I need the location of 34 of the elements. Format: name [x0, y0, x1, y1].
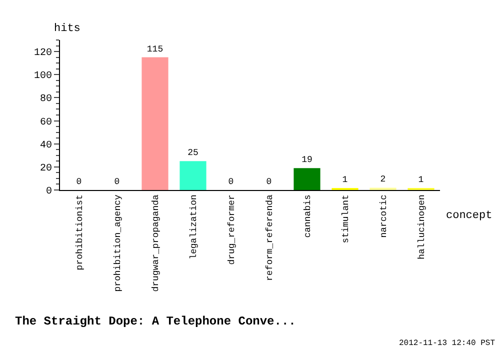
text: 2012-11-13 12:40 PST: [399, 339, 496, 348]
text: The Straight Dope: A Telephone Conve...: [15, 314, 296, 328]
data-label: 25: [188, 148, 198, 158]
x-tick-label: hallucinogen: [416, 194, 427, 260]
data-label: 0: [228, 177, 234, 187]
x-tick-label: narcotic: [378, 194, 389, 238]
bar: [142, 57, 168, 190]
y-axis-title: hits: [54, 23, 80, 35]
data-label: 2: [380, 174, 386, 185]
x-tick-label: legalization: [188, 194, 199, 260]
x-axis-title: concept: [446, 210, 492, 222]
y-tick-label: 100: [34, 71, 52, 82]
y-tick-label: 40: [40, 140, 52, 152]
x-tick-label: prohibitionist: [74, 194, 85, 270]
y-tick-label: 120: [34, 48, 52, 60]
y-tick-label: 60: [40, 117, 52, 128]
data-label: 19: [302, 155, 312, 166]
data-label: 0: [114, 177, 120, 187]
data-label: 0: [76, 177, 82, 187]
y-tick-label: 20: [40, 163, 52, 174]
data-label: 1: [342, 175, 348, 185]
x-tick-label: prohibition_agency: [112, 194, 123, 292]
y-tick-label: 80: [40, 94, 52, 106]
data-label: 115: [146, 44, 164, 54]
x-tick-label: cannabis: [302, 194, 313, 238]
x-tick-label: reform_referenda: [264, 194, 275, 282]
x-tick-label: drug_reformer: [226, 194, 237, 265]
y-tick-label: 0: [46, 186, 52, 198]
data-label: 1: [418, 175, 424, 185]
bar: [180, 161, 206, 190]
x-tick-label: stimulant: [340, 194, 351, 244]
bar: [294, 168, 320, 190]
data-label: 0: [266, 177, 272, 187]
x-tick-label: drugwar_propaganda: [150, 194, 161, 292]
